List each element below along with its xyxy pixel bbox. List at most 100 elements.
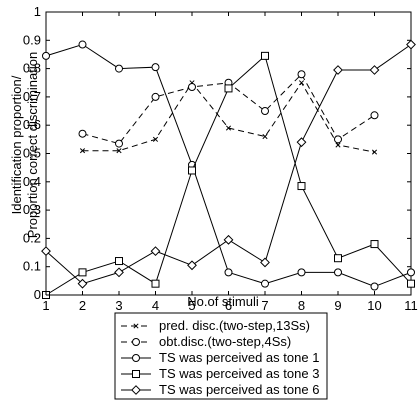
marker-stroke (152, 136, 159, 142)
series-pred-disc (79, 80, 378, 155)
data-point-obt-disc (334, 135, 342, 144)
data-point-tone-1 (151, 63, 160, 72)
legend: pred. disc.(two-step,13Ss) obt.disc.(two… (114, 312, 328, 400)
marker-stroke (262, 133, 268, 140)
data-point-pred-disc (335, 142, 341, 148)
series-obt-disc (78, 70, 379, 148)
x-tick-label: 11 (404, 298, 418, 313)
data-point-obt-disc (297, 70, 306, 79)
data-point-tone-1 (297, 268, 306, 277)
y-axis-label-line-1: Identification proportion/ (9, 75, 24, 214)
x-tick-label: 5 (188, 298, 195, 313)
marker-stroke (225, 125, 232, 131)
y-tick-label: 1 (34, 4, 41, 19)
x-tick-label: 3 (115, 298, 122, 313)
legend-marker-tone-6 (131, 385, 141, 395)
data-point-obt-disc (370, 111, 379, 120)
data-point-tone-3 (188, 166, 196, 175)
legend-label-pred-disc: pred. disc.(two-step,13Ss) (159, 318, 310, 333)
data-point-obt-disc (78, 129, 87, 138)
data-point-obt-disc (151, 92, 160, 101)
legend-label-obt-disc: obt.disc.(two-step,4Ss) (159, 334, 291, 349)
legend-samples (121, 323, 151, 395)
y-tick-label: 0.3 (23, 202, 41, 217)
legend-label-tone-6: TS was perceived as tone 6 (159, 382, 319, 397)
x-tick-label: 10 (367, 298, 381, 313)
data-point-obt-disc (188, 82, 196, 91)
data-point-tone-6 (406, 39, 416, 50)
x-tick-label: 2 (79, 298, 86, 313)
series-tone-1 (42, 40, 415, 291)
data-point-tone-1 (42, 51, 50, 60)
legend-marker-tone-1 (132, 354, 140, 362)
data-point-tone-1 (370, 282, 379, 291)
data-point-tone-6 (369, 65, 380, 75)
data-point-tone-1 (334, 268, 342, 277)
data-point-pred-disc (79, 148, 86, 154)
data-point-pred-disc (225, 125, 232, 131)
data-point-tone-6 (41, 246, 51, 257)
x-tick-label: 7 (261, 298, 268, 313)
data-point-tone-1 (407, 268, 415, 277)
y-tick-label: 0.9 (23, 32, 41, 47)
y-tick-label: 0.8 (23, 61, 41, 76)
data-point-tone-6 (260, 257, 270, 268)
legend-marker-obt-disc (132, 338, 140, 346)
data-point-pred-disc (152, 136, 159, 142)
data-point-tone-3 (224, 84, 233, 93)
legend-label-tone-3: TS was perceived as tone 3 (159, 366, 319, 381)
legend-marker-tone-3 (132, 370, 140, 378)
series-tone-3 (42, 51, 415, 299)
y-tick-label: 0.5 (23, 146, 41, 161)
data-point-obt-disc (115, 139, 123, 148)
y-tick-label: 0.7 (23, 89, 41, 104)
x-tick-label: 1 (42, 298, 49, 313)
series-tone-6 (41, 39, 416, 289)
marker-stroke (298, 80, 305, 86)
x-tick-label: 8 (298, 298, 305, 313)
data-point-tone-3 (297, 182, 306, 191)
data-point-tone-3 (334, 254, 342, 263)
marker-stroke (116, 148, 122, 154)
marker-stroke (133, 323, 139, 329)
marker-stroke (371, 149, 378, 155)
x-tick-label: 4 (152, 298, 159, 313)
y-tick-label: 0 (34, 287, 41, 302)
y-tick-label: 0.1 (23, 259, 41, 274)
data-point-tone-1 (224, 268, 233, 277)
data-point-tone-3 (407, 279, 415, 288)
data-point-tone-6 (114, 267, 124, 278)
series-layer (41, 39, 416, 299)
y-tick-label: 0.4 (23, 174, 41, 189)
data-point-pred-disc (262, 133, 268, 140)
legend-label-tone-1: TS was perceived as tone 1 (159, 350, 319, 365)
legend-box (114, 312, 328, 400)
data-point-tone-3 (115, 257, 123, 266)
data-point-tone-6 (333, 65, 343, 75)
marker-stroke (335, 142, 341, 148)
data-point-tone-1 (115, 64, 123, 73)
data-point-tone-3 (78, 268, 87, 277)
x-axis-label: No.of stimuli (187, 294, 259, 309)
data-point-tone-3 (261, 51, 269, 60)
data-point-pred-disc (371, 149, 378, 155)
data-point-tone-1 (261, 279, 269, 288)
legend-marker-pred-disc (133, 323, 139, 329)
data-point-tone-6 (150, 246, 161, 257)
data-point-pred-disc (298, 80, 305, 86)
data-point-tone-3 (370, 240, 379, 249)
x-tick-label: 6 (225, 298, 232, 313)
data-point-tone-6 (187, 260, 197, 271)
x-tick-label: 9 (334, 298, 341, 313)
data-point-pred-disc (116, 148, 122, 154)
data-point-obt-disc (261, 107, 269, 116)
data-point-tone-1 (78, 40, 87, 49)
data-point-tone-3 (151, 279, 160, 288)
marker-stroke (79, 148, 86, 154)
data-point-tone-6 (77, 278, 88, 289)
ticks-layer: 1 2 3 4 5 6 7 8 9 10 11 0 0.1 0.2 0.3 0.4 0.5 0.6 0.7 0.8 0.… (23, 4, 418, 313)
data-point-tone-6 (296, 137, 307, 148)
y-axis-label-line-2: Proportion correct discrimination (25, 52, 40, 238)
y-tick-label: 0.2 (23, 230, 41, 245)
